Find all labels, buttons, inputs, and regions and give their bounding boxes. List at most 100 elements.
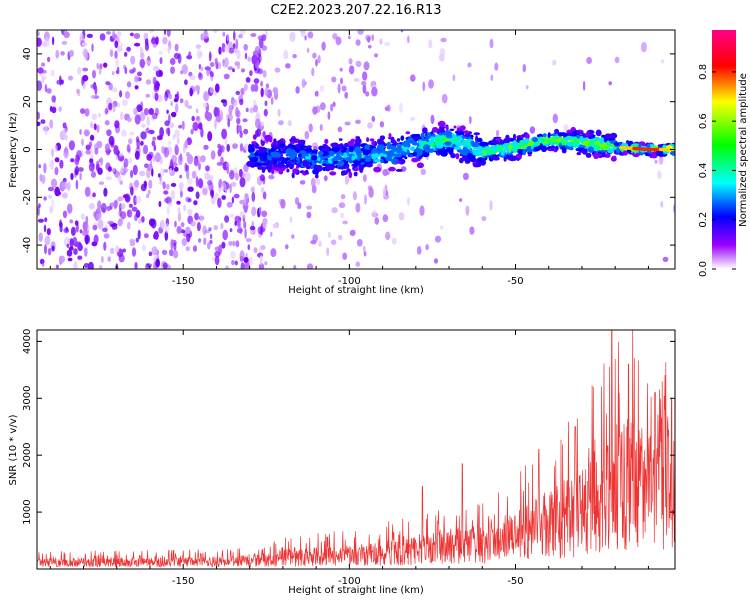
spectrogram-cell <box>161 249 168 256</box>
spectrogram-cell <box>82 67 89 72</box>
spectrogram-cell <box>459 198 463 202</box>
colorbar-label: Normalized spectral amplitude <box>738 73 749 227</box>
spectrogram-cell <box>355 119 361 125</box>
spectrogram-cell <box>352 191 357 201</box>
spectrogram-cell <box>233 193 240 199</box>
spectrogram-cell <box>140 131 147 140</box>
spectrogram-cell <box>614 56 620 64</box>
spectrogram-cell <box>410 74 416 82</box>
spectrogram-cell <box>77 255 83 260</box>
spectrogram-cell <box>360 153 365 159</box>
spectrogram-cell <box>260 121 264 127</box>
spectrogram-cell <box>582 140 591 147</box>
spectrogram-cell <box>317 151 324 156</box>
spectrogram-cell <box>58 106 62 112</box>
spectrogram-cell <box>547 146 552 150</box>
spectrogram-cell <box>417 156 423 159</box>
spectrogram-cell <box>338 234 343 241</box>
spectrogram-cell <box>120 129 127 137</box>
spectrogram-cell <box>92 224 98 231</box>
spectrogram-y-ticks: -40 -20 0 20 40 <box>22 48 675 253</box>
spectrogram-cell <box>237 220 241 229</box>
spectrogram-cell <box>327 231 331 239</box>
spectrogram-cell <box>359 158 366 163</box>
spectrogram-cell <box>297 153 302 158</box>
spectrogram-cell <box>295 86 300 94</box>
spectrogram-cell <box>545 136 552 140</box>
spectrogram-cell <box>262 130 266 138</box>
spectrogram-cell <box>344 91 349 99</box>
spectrogram-cell <box>240 87 245 96</box>
spectrogram-cell <box>320 147 325 153</box>
spectrogram-cell <box>99 156 104 166</box>
spectrogram-cell <box>134 179 140 188</box>
spectrogram-cell <box>371 140 376 146</box>
spectrogram-cell <box>210 150 216 160</box>
spectrogram-cell <box>236 49 241 60</box>
spectrogram-cell <box>229 183 232 194</box>
spectrogram-cell <box>66 249 73 257</box>
snr-y-axis-label: SNR (10 * v/v) <box>8 414 19 485</box>
spectrogram-cell <box>232 68 235 73</box>
spectrogram-cell <box>97 200 102 210</box>
spectrogram-cell <box>106 129 112 137</box>
spectrogram-cell <box>183 204 187 212</box>
spectrogram-cell <box>188 51 192 60</box>
spectrogram-cell <box>141 216 145 223</box>
spectrogram-cell <box>252 134 257 140</box>
spectrogram-cell <box>47 56 51 63</box>
spectrogram-cell <box>180 70 184 75</box>
spectrogram-cell <box>517 143 521 149</box>
spectrogram-cell <box>197 178 203 189</box>
spectrogram-cell <box>46 88 52 94</box>
spectrogram-cell <box>315 173 319 179</box>
spectrogram-cell <box>285 153 290 157</box>
spectrogram-cell <box>228 241 234 246</box>
snr-x-axis-label: Height of straight line (km) <box>288 585 424 596</box>
spectrogram-cell <box>622 150 628 156</box>
spectrogram-cell <box>218 145 224 153</box>
spectrogram-cell <box>364 194 367 205</box>
spectrogram-cell <box>437 127 445 133</box>
spectrogram-cell <box>124 67 128 75</box>
spectrogram-cell <box>37 121 41 126</box>
spectrogram-cell <box>146 163 153 171</box>
spectrogram-cell <box>228 47 235 54</box>
spectrogram-cell <box>164 197 169 203</box>
spectrogram-cell <box>174 166 179 172</box>
spectrogram-cell <box>64 134 68 141</box>
spectrogram-cell <box>654 159 658 164</box>
spectrogram-cell <box>88 161 95 172</box>
spectrogram-cell <box>403 147 409 151</box>
spectrogram-cell <box>585 152 592 158</box>
spectrogram-cell <box>214 255 220 266</box>
spectrogram-cell <box>187 208 193 216</box>
spectrogram-cell <box>195 191 200 199</box>
spectrogram-cell <box>401 142 409 146</box>
spectrogram-cell <box>41 262 45 267</box>
spectrogram-cell <box>75 165 79 176</box>
spectrogram-cell <box>310 155 318 161</box>
spectrogram-cell <box>472 163 480 168</box>
spectrogram-cell <box>118 254 125 263</box>
spectrogram-cell <box>220 156 224 165</box>
spectrogram-cell <box>467 62 472 68</box>
spectrogram-cell <box>249 225 256 231</box>
spectrogram-cell <box>593 152 600 159</box>
spectrogram-cell <box>312 234 319 243</box>
spectrogram-cell <box>363 245 366 253</box>
spectrogram-cell <box>367 36 371 43</box>
spectrogram-cell <box>554 145 559 151</box>
spectrogram-cell <box>173 98 179 103</box>
spectrogram-cell <box>470 140 474 145</box>
spectrogram-cell <box>340 77 343 85</box>
spectrogram-cell <box>258 153 264 157</box>
spectrogram-cell <box>239 250 245 261</box>
spectrogram-cell <box>234 260 238 266</box>
spectrogram-cell <box>388 166 396 172</box>
spectrogram-cell <box>143 233 149 239</box>
spectrogram-cell <box>206 112 213 122</box>
spectrogram-cell <box>260 147 268 151</box>
spectrogram-cell <box>174 145 179 156</box>
spectrogram-cell <box>226 34 230 42</box>
